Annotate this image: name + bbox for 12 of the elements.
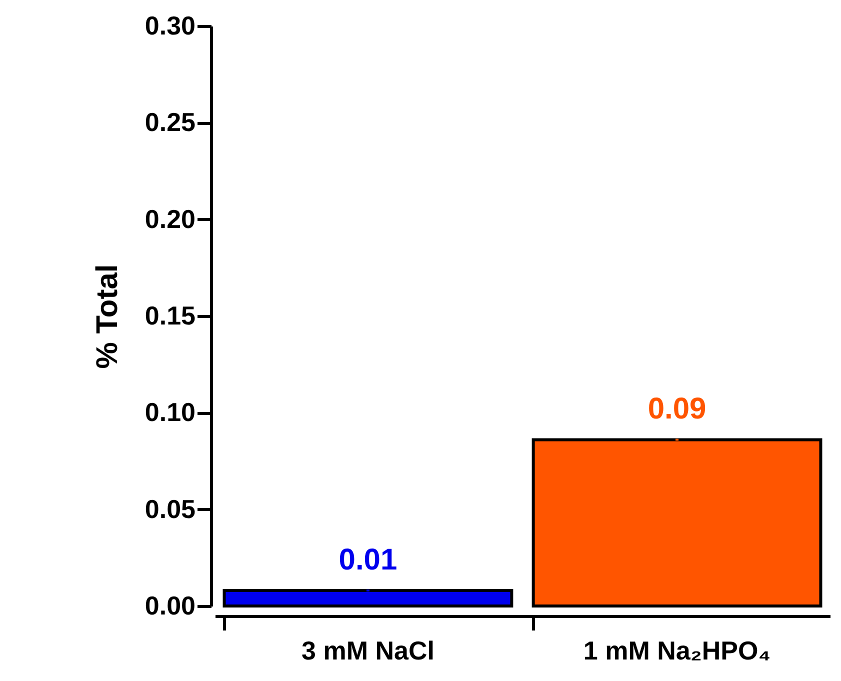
x-tick-label: 1 mM Na₂HPO₄: [583, 636, 771, 666]
data-label: 0.09: [648, 392, 706, 426]
data-label: 0.01: [338, 544, 398, 577]
y-tick-label: 0.10: [144, 397, 196, 428]
y-tick-label: 0.20: [144, 204, 196, 234]
x-tick-label: 3 mM NaCl: [302, 636, 434, 666]
y-tick-label: 0.15: [144, 300, 196, 330]
y-tick-label: 0.00: [144, 590, 196, 620]
y-tick-label: 0.30: [144, 10, 196, 40]
y-tick-label: 0.25: [144, 107, 196, 138]
y-tick-label: 0.05: [144, 494, 196, 524]
y-axis-title: % Total: [90, 264, 124, 369]
